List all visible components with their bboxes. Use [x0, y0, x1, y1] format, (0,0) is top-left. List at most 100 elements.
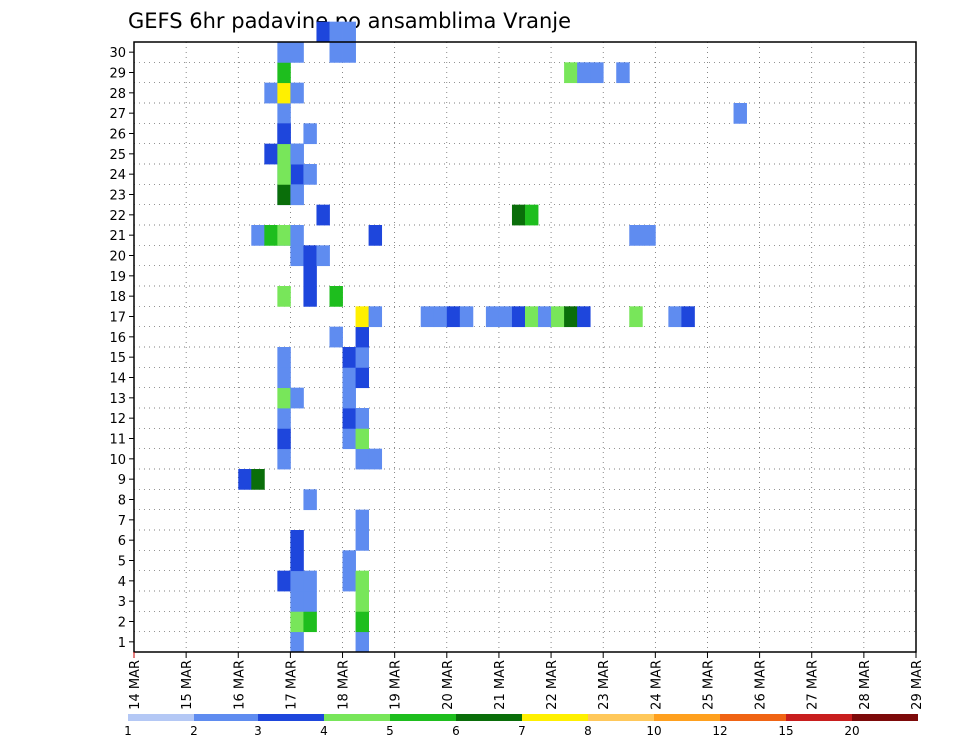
heatmap-cell — [355, 367, 369, 389]
color-legend: 1 2 3 4 5 6 7 8 10 12 15 20 — [124, 714, 918, 738]
heatmap-cell — [733, 103, 747, 124]
heatmap-cell — [277, 103, 291, 124]
legend-threshold-label: 8 — [584, 724, 592, 738]
heatmap-cell — [525, 306, 539, 328]
heatmap-cell — [564, 62, 578, 84]
y-tick-label: 19 — [109, 270, 126, 285]
heatmap-cell — [355, 448, 369, 470]
heatmap-cell — [316, 204, 330, 226]
y-tick-label: 23 — [109, 189, 126, 204]
heatmap-cell — [303, 611, 317, 633]
x-tick-label: 15 MAR — [180, 660, 195, 710]
heatmap-cell — [342, 347, 356, 368]
legend-threshold-label: 7 — [518, 724, 526, 738]
heatmap-cell — [290, 550, 304, 572]
heatmap-cell — [355, 326, 369, 348]
x-tick-label: 27 MAR — [806, 660, 821, 710]
heatmap-cell — [342, 387, 356, 409]
heatmap-cell — [290, 611, 304, 633]
y-tick-label: 30 — [109, 46, 126, 61]
heatmap-cell — [564, 306, 578, 328]
y-tick-label: 27 — [109, 107, 126, 122]
heatmap-cell — [368, 225, 383, 246]
x-tick-label: 14 MAR — [128, 660, 143, 710]
y-tick-label: 21 — [109, 229, 126, 244]
x-tick-label: 24 MAR — [649, 660, 664, 710]
heatmap-cell — [668, 306, 682, 328]
heatmap-cell — [277, 143, 291, 165]
heatmap-cell — [355, 570, 369, 592]
x-tick-label: 17 MAR — [284, 660, 299, 710]
y-tick-label: 8 — [118, 494, 126, 509]
heatmap-cell — [303, 265, 317, 287]
heatmap-cell — [368, 306, 383, 328]
y-tick-label: 24 — [109, 168, 126, 183]
legend-color-swatch — [588, 714, 654, 721]
heatmap-cell — [329, 326, 343, 348]
heatmap-cell — [355, 408, 369, 429]
plot-frame — [133, 41, 917, 653]
heatmap-cell — [251, 225, 265, 246]
y-axis-ticks: 1234567891011121314151617181920212223242… — [109, 46, 134, 651]
y-tick-label: 26 — [109, 128, 126, 143]
heatmap-cell — [316, 21, 330, 43]
heatmap-cell — [277, 387, 291, 409]
heatmap-cell — [277, 367, 291, 389]
legend-threshold-label: 4 — [320, 724, 328, 738]
legend-color-swatch — [194, 714, 258, 721]
heatmap-cell — [290, 184, 304, 206]
x-axis-ticks: 14 MAR 15 MAR 16 MAR 17 MAR 18 MAR 19 MAR 20 M… — [128, 652, 925, 710]
heatmap-cell — [329, 286, 343, 307]
heatmap-cell — [342, 408, 356, 429]
heatmap-cell — [355, 591, 369, 612]
heatmap-cell — [290, 591, 304, 612]
heatmap-cell — [368, 448, 383, 470]
y-tick-label: 4 — [118, 575, 126, 590]
y-tick-label: 3 — [118, 595, 126, 610]
x-tick-label: 28 MAR — [858, 660, 873, 710]
heatmap-cell — [277, 225, 291, 246]
heatmap-cell — [277, 62, 291, 84]
heatmap-cell — [329, 42, 343, 63]
x-tick-label: 26 MAR — [754, 660, 769, 710]
heatmap-cell — [316, 245, 330, 267]
heatmap-cell — [342, 367, 356, 389]
heatmap-cell — [277, 428, 291, 450]
heatmap-cell — [290, 143, 304, 165]
heatmap-cell — [355, 428, 369, 450]
heatmap-cell — [355, 347, 369, 368]
heatmap-cell — [277, 42, 291, 63]
heatmap-cell — [290, 631, 304, 653]
heatmap-cell — [303, 286, 317, 307]
heatmap-cell — [290, 225, 304, 246]
y-tick-label: 2 — [118, 616, 126, 631]
y-tick-label: 9 — [118, 473, 126, 488]
legend-color-swatch — [390, 714, 456, 721]
y-tick-label: 7 — [118, 514, 126, 529]
x-tick-label: 21 MAR — [493, 660, 508, 710]
heatmap-cell — [485, 306, 500, 328]
heatmap-cell — [446, 306, 461, 328]
legend-color-swatch — [720, 714, 786, 721]
heatmap-cell — [290, 570, 304, 592]
legend-color-swatch — [128, 714, 194, 721]
heatmap-cell — [277, 184, 291, 206]
heatmap-cell — [303, 489, 317, 511]
heatmap-cell — [290, 245, 304, 267]
heatmap-cell — [251, 469, 265, 490]
y-tick-label: 12 — [109, 412, 126, 427]
heatmap-cell — [303, 570, 317, 592]
heatmap-cell — [642, 225, 656, 246]
heatmap-cell — [290, 82, 304, 104]
heatmap-cell — [329, 21, 343, 43]
y-tick-label: 17 — [109, 311, 126, 326]
heatmap-cell — [355, 631, 369, 653]
y-tick-label: 14 — [109, 372, 126, 387]
legend-color-swatch — [258, 714, 324, 721]
legend-color-swatch — [522, 714, 588, 721]
legend-threshold-label: 6 — [452, 724, 460, 738]
heatmap-cell — [616, 62, 630, 84]
legend-color-swatch — [654, 714, 720, 721]
heatmap-cells — [238, 21, 747, 653]
heatmap-cell — [277, 82, 291, 104]
